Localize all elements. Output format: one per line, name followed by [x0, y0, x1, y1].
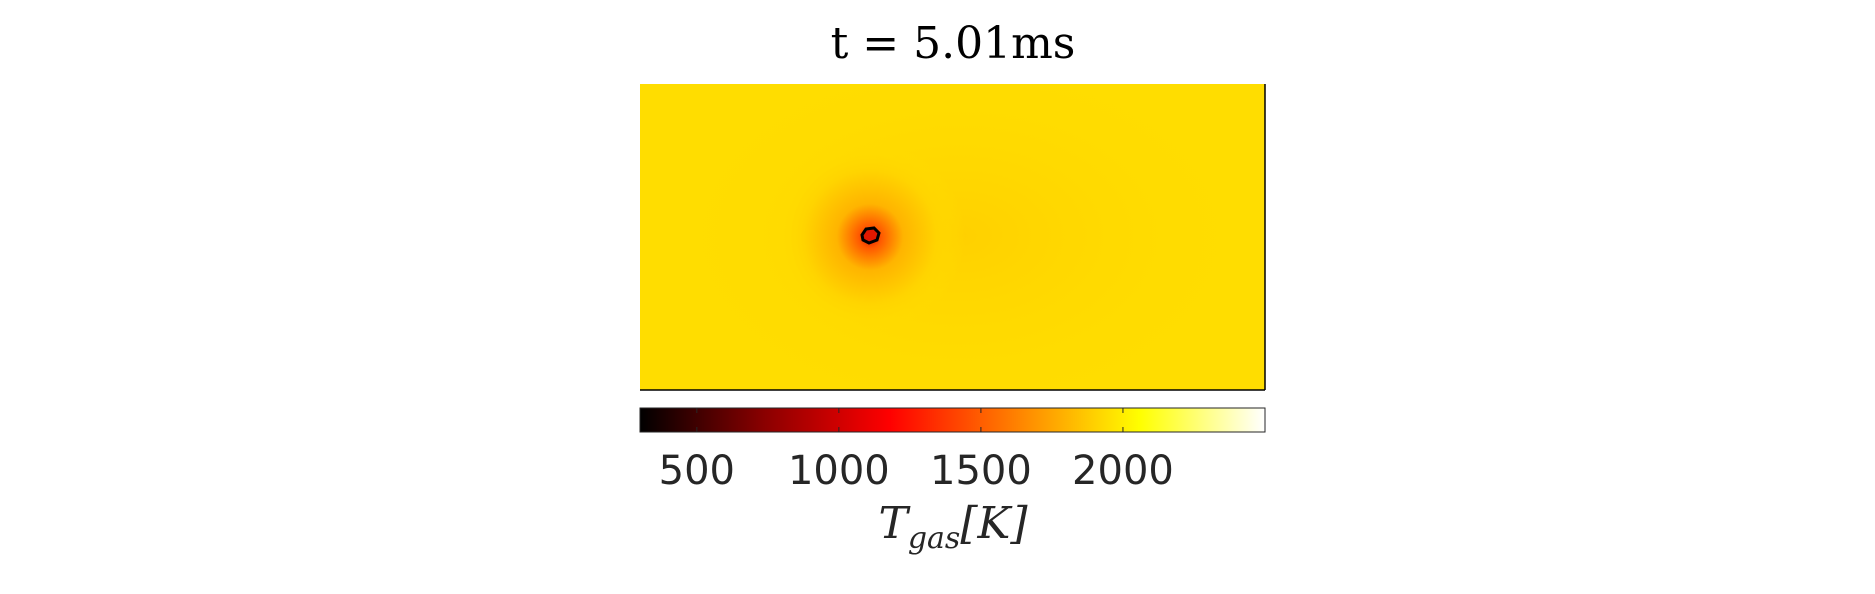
- colorbar-label-unit: [K]: [960, 498, 1028, 549]
- colorbar-label: Tgas[K]: [878, 498, 1028, 556]
- chart-title: t = 5.01ms: [831, 18, 1076, 69]
- colorbar-tick-label: 1000: [788, 448, 890, 494]
- colorbar-label-sub: gas: [908, 521, 961, 556]
- colorbar-label-main: T: [878, 498, 911, 549]
- colorbar: [639, 407, 1266, 433]
- heatmap-field: [640, 84, 1265, 390]
- colorbar-tick-label: 1500: [930, 448, 1032, 494]
- colorbar-ticks: 500 1000 1500 2000: [659, 408, 1174, 494]
- colorbar-tick-label: 500: [659, 448, 735, 494]
- isotherm-contour: [860, 226, 881, 245]
- colorbar-tick-label: 2000: [1072, 448, 1174, 494]
